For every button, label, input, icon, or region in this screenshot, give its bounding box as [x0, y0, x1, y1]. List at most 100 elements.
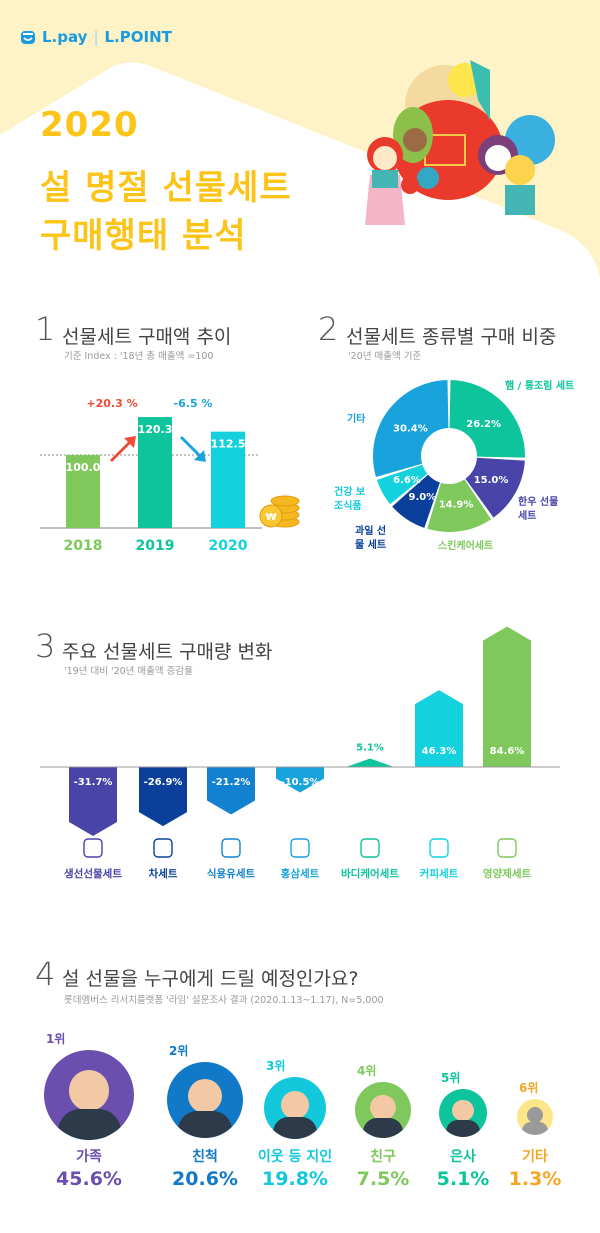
hero-background-hill	[0, 62, 600, 280]
donut-slice	[373, 380, 449, 478]
bar-value-label: 46.3%	[422, 746, 457, 757]
bar-2019	[138, 417, 172, 528]
bar-바디케어세트	[346, 758, 394, 767]
category-label: 생선선물세트	[64, 867, 122, 880]
recipient-label: 친척	[192, 1149, 218, 1165]
category-label: 영양제세트	[483, 867, 532, 880]
bar-value-label: -10.5%	[281, 777, 320, 788]
slice-value-label: 30.4%	[393, 424, 428, 435]
recipient-percent: 19.8%	[262, 1168, 328, 1190]
bar-value-label: 5.1%	[356, 743, 384, 754]
category-label: 바디케어세트	[341, 867, 399, 880]
purchase-trend-chart: 100.0 2018 120.3 2019 112.5 2020 +20.3 % -6.5 %…	[40, 397, 300, 554]
bar-생선선물세트	[69, 767, 117, 836]
down-arrow-icon	[180, 436, 206, 462]
person-body	[522, 1122, 548, 1135]
donut-label-hanwoo: 한우 선물 세트	[518, 497, 559, 522]
person-silhouette-icon	[281, 1090, 309, 1119]
donut-slice	[449, 380, 525, 458]
slice-value-label: 15.0%	[474, 475, 509, 486]
donut-slice	[465, 457, 525, 518]
section-2-title: 선물세트 종류별 구매 비중	[346, 326, 557, 348]
person-silhouette-icon	[187, 1079, 223, 1114]
donut-slice	[392, 474, 440, 528]
section-3-title: 주요 선물세트 구매량 변화	[62, 641, 273, 663]
donut-label-etc: 기타	[347, 414, 366, 425]
rank-label: 2위	[169, 1044, 189, 1058]
bar-차세트	[139, 767, 187, 827]
logo-separator: |	[93, 28, 99, 46]
bar-value-label: 112.5	[211, 438, 246, 451]
logo-lpay-text: L.pay	[42, 28, 88, 46]
bar-영양제세트	[483, 626, 531, 767]
section-4-title: 설 선물을 누구에게 드릴 예정인가요?	[62, 968, 359, 990]
category-label: 차세트	[149, 867, 178, 880]
tea-bag-icon-shape	[153, 838, 173, 858]
section-4-subtitle: 롯데멤버스 리서치플랫폼 '라임' 설문조사 결과 (2020.1.13~1.1…	[64, 995, 384, 1006]
year-label: 2019	[136, 538, 175, 554]
bar-value-label: 120.3	[138, 423, 173, 436]
rank-label: 4위	[357, 1064, 377, 1078]
section-1-title: 선물세트 구매액 추이	[62, 326, 232, 348]
recipient-label: 가족	[76, 1149, 102, 1165]
person-silhouette-icon	[370, 1094, 396, 1120]
oil-bottle-icon	[221, 838, 241, 858]
ginseng-icon-shape	[290, 838, 310, 858]
category-label: 홍삼세트	[281, 867, 320, 880]
coffee-bean-icon	[429, 838, 449, 858]
up-arrow-icon	[110, 436, 136, 462]
brand-logo: L.pay | L.POINT	[20, 28, 172, 46]
bar-value-label: -21.2%	[212, 777, 251, 788]
donut-slice	[427, 479, 492, 532]
recipient-percent: 20.6%	[172, 1168, 238, 1190]
recipient-avatar	[439, 1089, 487, 1137]
section-2-subtitle: '20년 매출액 기준	[348, 351, 422, 362]
person-body	[363, 1118, 403, 1138]
category-label: 커피세트	[420, 867, 459, 880]
fish-icon	[83, 838, 103, 858]
section-3-subtitle: '19년 대비 '20년 매출액 증감율	[64, 666, 193, 677]
recipient-avatar	[44, 1050, 134, 1140]
year-label: 2020	[209, 538, 248, 554]
recipient-avatar	[517, 1099, 553, 1135]
ginseng-icon	[290, 838, 310, 858]
recipient-percent: 45.6%	[56, 1168, 122, 1190]
won-coin-icon	[259, 504, 283, 528]
category-share-donut: 26.2% 15.0% 14.9%9.0% 6.6% 30.4%	[373, 380, 525, 532]
donut-label-ham: 햄 / 통조림 세트	[505, 381, 575, 392]
pump-bottle-icon-shape	[360, 838, 380, 858]
person-silhouette-icon	[452, 1099, 474, 1122]
coffee-bean-icon-shape	[429, 838, 449, 858]
recipient-avatar	[355, 1082, 411, 1138]
category-label: 식용유세트	[207, 867, 256, 880]
slice-value-label: 26.2%	[466, 419, 501, 430]
recipient-percent: 7.5%	[356, 1168, 410, 1190]
recipient-percent: 1.3%	[508, 1168, 562, 1190]
donut-label-fruit: 과일 선물 세트	[355, 526, 387, 551]
person-silhouette-icon	[526, 1107, 544, 1124]
bar-식용유세트	[207, 767, 255, 815]
recipient-label: 이웃 등 지인	[257, 1149, 333, 1165]
lpay-logo-icon	[21, 31, 35, 44]
section-1-number: 1	[35, 310, 56, 348]
recipient-avatar	[167, 1062, 243, 1138]
slice-value-label: 6.6%	[393, 475, 421, 486]
year-label: 2018	[64, 538, 103, 554]
person-body	[446, 1120, 480, 1137]
section-2-number: 2	[318, 310, 339, 348]
section-1-subtitle: 기준 Index : '18년 총 매출액 =100	[64, 351, 214, 362]
bar-value-label: -26.9%	[144, 777, 183, 788]
person-body	[57, 1108, 121, 1140]
section-3-number: 3	[35, 627, 56, 665]
rank-label: 5위	[441, 1071, 461, 1085]
recipient-percent: 5.1%	[436, 1168, 490, 1190]
slice-value-label: 14.9%	[439, 499, 474, 510]
title-line-2: 구매행태 분석	[40, 216, 247, 256]
bar-value-label: -31.7%	[74, 777, 113, 788]
bar-value-label: 100.0	[66, 461, 101, 474]
recipient-label: 은사	[450, 1149, 476, 1165]
recipient-label: 기타	[522, 1149, 548, 1165]
tea-bag-icon	[153, 838, 173, 858]
change-label-up: +20.3 %	[86, 397, 137, 410]
title-year: 2020	[40, 105, 139, 145]
